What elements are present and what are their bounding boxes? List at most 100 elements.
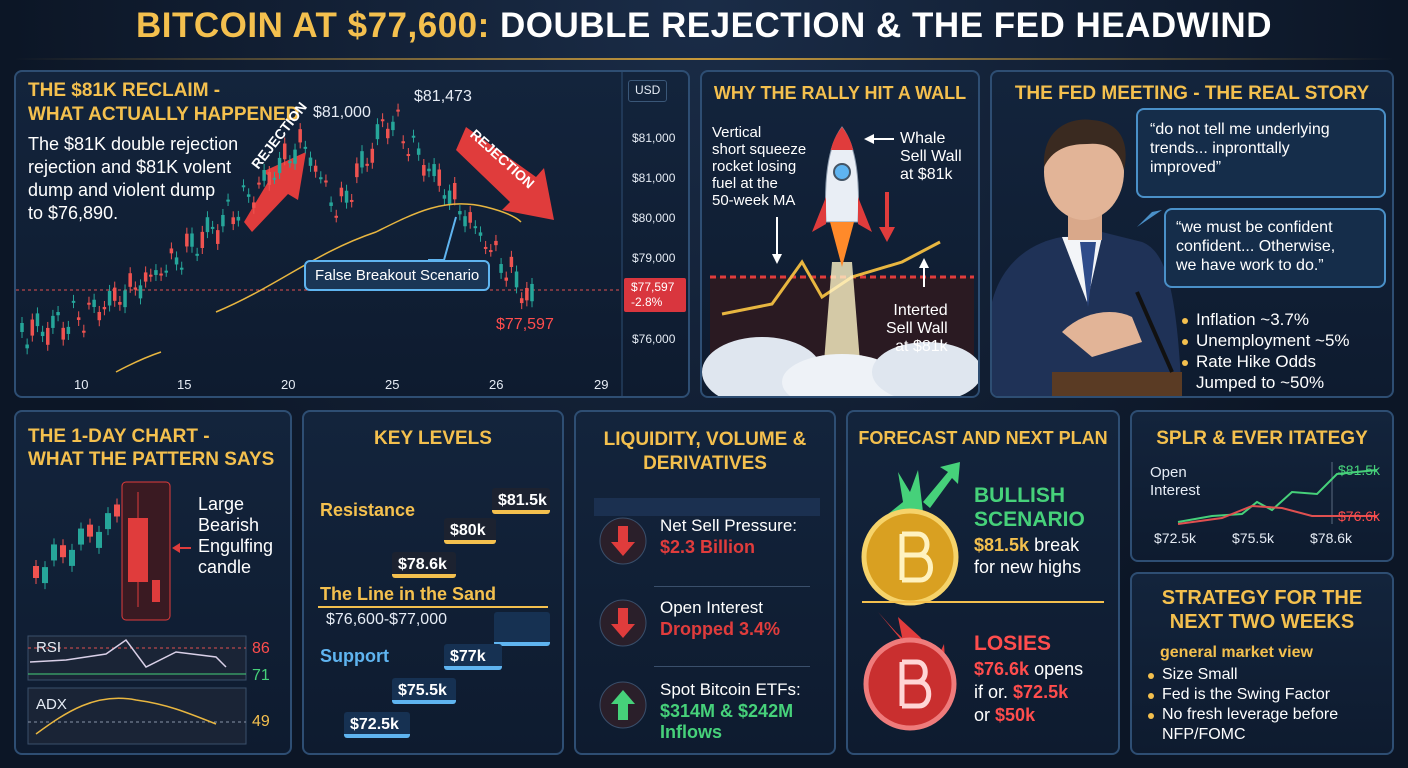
candle	[123, 290, 127, 308]
title-rest: DOUBLE REJECTION & THE FED HEADWIND	[500, 6, 1272, 45]
candle	[92, 299, 96, 308]
line: short squeeze	[712, 141, 807, 158]
line: trends... inpronttally	[1150, 140, 1290, 157]
candle	[324, 180, 328, 183]
callout-pointer	[428, 216, 457, 261]
line: $76.6k opens	[974, 658, 1083, 681]
oi-label: Open Interest	[1150, 464, 1200, 500]
oi-down-line	[1177, 504, 1377, 525]
bullet-text: Inflation ~3.7%	[1196, 310, 1309, 329]
tie	[1080, 242, 1096, 307]
cloud	[872, 342, 978, 396]
body: The $81K double rejection	[28, 134, 239, 154]
candle	[411, 135, 416, 138]
cloud	[782, 354, 902, 396]
up-arrow	[923, 462, 960, 508]
resistance-label: Resistance	[320, 500, 416, 520]
icon-arrow	[611, 690, 635, 720]
candle	[60, 545, 66, 558]
quote-bubble: “do not tell me underlying trends... inpr…	[1136, 108, 1386, 198]
candle	[282, 143, 287, 160]
candle	[40, 331, 45, 337]
line: at $81k	[895, 338, 948, 355]
rsi-level: 86	[252, 640, 270, 657]
line-range: $76,600-$77,000	[326, 611, 447, 628]
heading: WHAT THE PATTERN SAYS	[28, 449, 275, 470]
levels-panel: KEY LEVELS Resistance $81.5k $80k $78.6k…	[302, 410, 564, 755]
candle	[349, 199, 354, 202]
peak-label: $81,473	[414, 88, 472, 105]
support-step: $72.5k	[344, 712, 410, 738]
line: Sell Wall	[900, 148, 962, 165]
candle	[489, 250, 493, 253]
heading: THE $81K RECLAIM -	[28, 80, 221, 101]
candle	[525, 287, 529, 301]
candle	[42, 567, 48, 584]
candle	[519, 298, 524, 304]
item-value: Dropped 3.4%	[660, 619, 781, 639]
ma-line	[721, 240, 941, 316]
line: candle	[198, 557, 252, 577]
item-value: $314M & $242M	[660, 701, 794, 721]
candle	[463, 216, 467, 227]
quote: “we must be confident confident... Otherw…	[1176, 218, 1335, 275]
heading: THE 1-DAY CHART -	[28, 426, 210, 447]
oi-panel: SPLR & EVER ITATEGY Open Interest $81.5k …	[1130, 410, 1394, 562]
candle	[509, 256, 514, 267]
level: $50k	[995, 705, 1036, 725]
line: Interest	[1150, 482, 1201, 499]
line: rocket losing	[712, 158, 797, 175]
candle	[293, 149, 297, 164]
whale-note: Whale Sell Wall at $81k	[900, 130, 962, 184]
rocket-scene	[702, 126, 978, 396]
coin-symbol	[899, 531, 933, 583]
oi-up-line	[1177, 469, 1378, 523]
candle	[422, 165, 426, 176]
date-tick: 20	[281, 377, 296, 392]
candle	[78, 528, 84, 545]
candle	[241, 185, 246, 188]
podium	[1052, 372, 1182, 396]
candle	[391, 121, 395, 131]
bear-text: $76.6k opens if or. $72.5k or $50k	[974, 658, 1083, 727]
candle	[107, 290, 112, 306]
candle	[210, 226, 215, 229]
daily-chart	[27, 481, 247, 745]
candle	[458, 211, 462, 215]
candle	[174, 257, 179, 265]
date-tick: 15	[177, 377, 192, 392]
candle	[190, 233, 194, 247]
price-tick: $81,000	[632, 131, 676, 145]
bullet-text: Unemployment ~5%	[1196, 331, 1350, 350]
title-rule	[14, 58, 1394, 60]
candle	[303, 146, 308, 149]
candle	[97, 311, 102, 321]
price-tag-change: -2.8%	[631, 295, 663, 309]
pointer-head	[172, 543, 180, 553]
candle	[69, 549, 75, 566]
bullet-text: NFP/FOMC	[1162, 726, 1246, 743]
candle	[128, 273, 132, 287]
rsi-level: 71	[252, 667, 270, 684]
candle	[298, 129, 302, 143]
item-label: Open Interest	[660, 598, 764, 617]
line: Bearish	[198, 515, 260, 535]
title-highlight: BITCOIN AT $77,600:	[136, 6, 490, 45]
line: Open	[1150, 464, 1187, 481]
candle	[370, 148, 375, 163]
candle	[329, 202, 333, 206]
candle	[205, 217, 210, 233]
oi-x-tick: $75.5k	[1232, 530, 1275, 546]
candle	[200, 231, 205, 248]
hair	[1043, 119, 1126, 170]
peak-label: $81,000	[313, 104, 371, 121]
line: at $81k	[900, 166, 953, 183]
candle	[226, 199, 230, 202]
trend-icon	[599, 681, 647, 729]
item-label: Net Sell Pressure:	[660, 516, 797, 535]
level: $81.5k	[974, 535, 1030, 555]
heading: THE FED MEETING - THE REAL STORY	[1014, 83, 1370, 104]
support-step	[494, 612, 550, 646]
line: “do not tell me underlying	[1150, 121, 1330, 138]
candle	[154, 270, 158, 275]
